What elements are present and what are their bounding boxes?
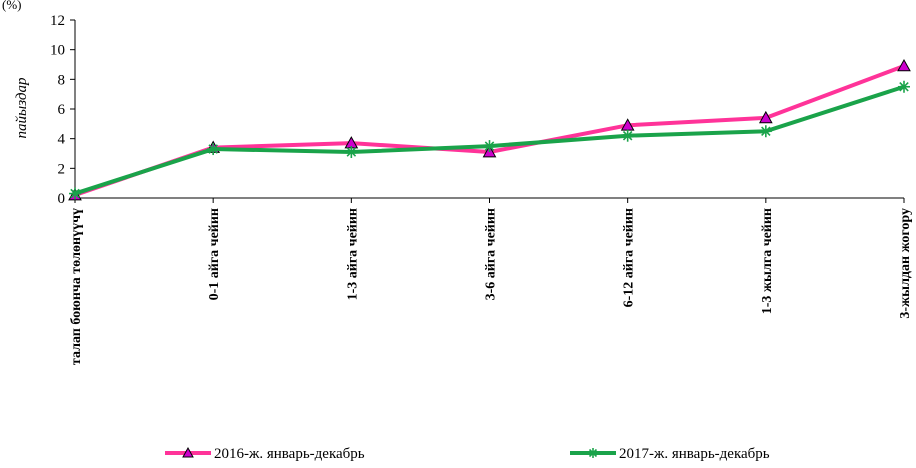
- data-point-asterisk: [588, 448, 598, 458]
- y-tick-label: 6: [58, 102, 66, 118]
- legend-item: 2017-ж. январь-декабрь: [570, 446, 770, 462]
- series-line: [74, 64, 905, 197]
- legend-label: 2016-ж. январь-декабрь: [214, 446, 365, 462]
- x-tick-label: талап боюнча төлөнүүчү: [69, 208, 84, 365]
- data-point-asterisk: [345, 146, 358, 159]
- y-tick-label: 8: [58, 72, 66, 88]
- data-point-asterisk: [898, 80, 910, 93]
- series-layer: [68, 58, 911, 201]
- legend-item: 2016-ж. январь-декабрь: [165, 446, 365, 462]
- x-tick-label: 1-3 жылга чейин: [760, 208, 775, 314]
- data-point-asterisk: [483, 140, 496, 153]
- x-tick-label: 3-жылдан жогору: [898, 208, 913, 319]
- x-tick-label: 6-12 айга чейин: [622, 208, 637, 307]
- series-1: [68, 58, 911, 201]
- legend-label: 2017-ж. январь-декабрь: [619, 446, 770, 462]
- y-tick-label: 12: [50, 13, 65, 29]
- data-point-triangle: [758, 110, 773, 124]
- y-tick-label: 4: [58, 132, 66, 148]
- data-point-asterisk: [69, 187, 81, 200]
- legend: 2016-ж. январь-декабрь 2017-ж. январь-дек…: [165, 446, 770, 462]
- y-tick-label: 0: [58, 191, 66, 207]
- x-tick-label: 1-3 айга чейин: [345, 208, 360, 300]
- series-2: [69, 80, 910, 200]
- data-point-asterisk: [759, 125, 772, 138]
- y-axis-label: пайыздар: [14, 77, 30, 138]
- x-tick-label: 3-6 айга чейин: [484, 208, 499, 300]
- data-point-triangle: [897, 58, 911, 72]
- axes: 0 2 4 6 8 10 12 талап боюнча төлөнүүчү 0-1 айга …: [50, 13, 913, 365]
- data-point-asterisk: [207, 143, 220, 156]
- y-tick-label: 2: [58, 161, 66, 177]
- data-point-triangle: [182, 446, 194, 458]
- y-tick-label: 10: [50, 43, 65, 59]
- data-point-asterisk: [621, 129, 634, 142]
- x-tick-label: 0-1 айга чейин: [207, 208, 222, 300]
- top-left-fragment: (%): [2, 0, 22, 12]
